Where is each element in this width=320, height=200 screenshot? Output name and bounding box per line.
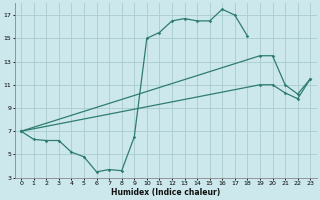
X-axis label: Humidex (Indice chaleur): Humidex (Indice chaleur) <box>111 188 220 197</box>
